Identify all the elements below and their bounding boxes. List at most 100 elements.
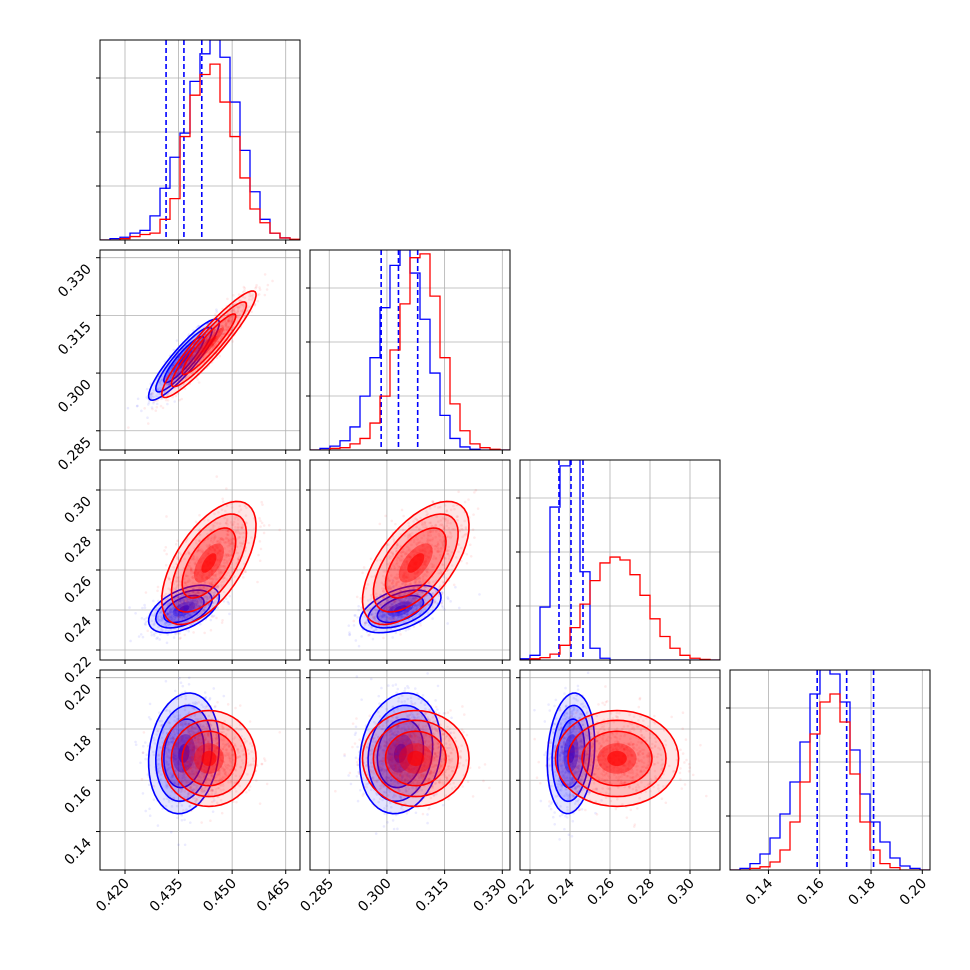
scatter-point: [428, 606, 431, 609]
scatter-point: [178, 583, 182, 587]
scatter-point: [225, 487, 228, 490]
scatter-point: [385, 608, 389, 612]
scatter-point: [169, 375, 173, 379]
scatter-point: [234, 526, 237, 529]
scatter-point: [405, 576, 409, 579]
scatter-point: [397, 575, 401, 579]
scatter-point: [180, 613, 184, 617]
scatter-point: [384, 606, 387, 610]
scatter-point: [226, 319, 230, 323]
scatter-point: [183, 612, 187, 616]
scatter-point: [183, 843, 187, 847]
scatter-point: [434, 535, 437, 539]
scatter-point: [463, 500, 467, 504]
scatter-point: [220, 571, 224, 574]
scatter-point: [213, 328, 216, 332]
scatter-point: [411, 597, 414, 601]
scatter-point: [396, 613, 400, 617]
scatter-point: [194, 560, 198, 564]
scatter-point: [186, 597, 190, 601]
scatter-point: [446, 568, 450, 572]
scatter-point: [196, 356, 199, 359]
scatter-point: [159, 611, 162, 614]
scatter-point: [194, 562, 197, 566]
scatter-point: [202, 343, 206, 346]
scatter-point: [176, 612, 180, 616]
scatter-point: [196, 359, 200, 362]
scatter-point: [446, 596, 449, 599]
scatter-point: [250, 294, 253, 298]
scatter-point: [396, 556, 399, 559]
scatter-point: [158, 638, 161, 641]
contour-line-red: [160, 500, 257, 626]
scatter-point: [168, 610, 172, 614]
scatter-point: [210, 345, 213, 348]
scatter-point: [188, 565, 192, 568]
scatter-point: [202, 519, 206, 522]
scatter-point: [183, 601, 186, 605]
scatter-point: [248, 298, 251, 301]
scatter-point: [389, 551, 393, 554]
scatter-point: [214, 535, 217, 539]
scatter-point: [406, 610, 410, 614]
scatter-point: [175, 609, 178, 612]
scatter-point: [403, 602, 407, 605]
scatter-point: [178, 370, 182, 374]
scatter-point: [202, 353, 206, 356]
scatter-point: [159, 397, 163, 401]
scatter-point: [407, 584, 411, 588]
scatter-point: [413, 549, 417, 552]
scatter-point: [199, 601, 203, 604]
scatter-point: [420, 600, 423, 604]
scatter-point: [194, 541, 198, 545]
scatter-point: [192, 611, 195, 614]
scatter-point: [212, 331, 216, 334]
scatter-point: [225, 529, 229, 533]
scatter-point: [175, 576, 179, 579]
scatter-point: [225, 532, 229, 536]
scatter-point: [383, 606, 387, 610]
scatter-point: [175, 601, 178, 605]
scatter-point: [184, 599, 187, 603]
scatter-point: [383, 611, 387, 615]
scatter-point: [211, 591, 214, 594]
scatter-point: [208, 544, 212, 548]
scatter-point: [189, 599, 193, 603]
scatter-point: [423, 521, 427, 525]
scatter-point: [193, 598, 196, 601]
scatter-point: [168, 612, 172, 616]
scatter-point: [422, 534, 426, 537]
scatter-point: [228, 544, 232, 548]
scatter-point: [212, 344, 215, 347]
scatter-point: [179, 601, 183, 605]
scatter-point: [211, 526, 215, 529]
scatter-point: [420, 571, 424, 574]
scatter-point: [427, 581, 430, 585]
scatter-point: [198, 604, 201, 608]
scatter-point: [223, 566, 227, 569]
scatter-point: [406, 627, 410, 631]
panel-2-0: 0.220.240.260.280.30: [61, 459, 301, 687]
scatter-point: [394, 604, 397, 608]
scatter-point: [195, 577, 198, 581]
scatter-point: [425, 570, 429, 574]
scatter-point: [198, 359, 202, 362]
scatter-point: [198, 538, 201, 542]
scatter-point: [369, 625, 373, 629]
scatter-point: [226, 537, 230, 541]
scatter-point: [192, 598, 195, 601]
scatter-point: [382, 607, 386, 610]
scatter-point: [418, 602, 422, 605]
scatter-point: [226, 554, 229, 558]
scatter-point: [247, 541, 250, 545]
scatter-point: [227, 318, 230, 322]
scatter-point: [363, 615, 367, 618]
scatter-point: [178, 615, 181, 619]
scatter-point: [224, 328, 228, 332]
scatter-point: [220, 558, 223, 561]
scatter-point: [212, 687, 216, 690]
scatter-point: [192, 604, 196, 608]
scatter-point: [188, 364, 192, 368]
scatter-point: [204, 340, 208, 344]
scatter-point: [172, 609, 176, 613]
